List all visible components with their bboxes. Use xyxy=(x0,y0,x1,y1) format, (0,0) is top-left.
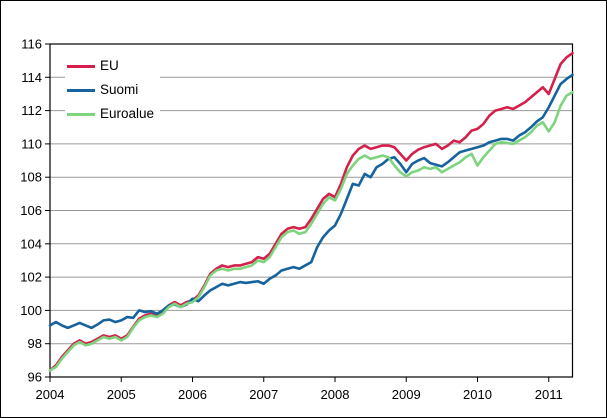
y-tick-label-110: 110 xyxy=(21,136,42,151)
y-tick-label-104: 104 xyxy=(20,236,42,251)
x-tick-label-2010: 2010 xyxy=(463,387,492,402)
y-tick-label-106: 106 xyxy=(20,203,42,218)
legend-label-eu: EU xyxy=(100,58,119,74)
y-tick-label-112: 112 xyxy=(21,103,42,118)
x-tick-label-2004: 2004 xyxy=(36,387,65,402)
y-tick-label-96: 96 xyxy=(28,370,42,385)
legend-item-eu: EU xyxy=(67,54,154,78)
x-tick-label-2006: 2006 xyxy=(178,387,207,402)
legend-line-swatch-suomi xyxy=(67,88,95,92)
series-line-suomi xyxy=(48,73,574,330)
y-tick-label-102: 102 xyxy=(20,270,42,285)
series-line-euroalue xyxy=(48,90,574,372)
y-tick-label-116: 116 xyxy=(21,37,42,52)
x-tick-label-2008: 2008 xyxy=(321,387,350,402)
legend-line-swatch-eu xyxy=(67,64,95,68)
legend-label-suomi: Suomi xyxy=(100,82,139,98)
legend-item-suomi: Suomi xyxy=(67,78,154,102)
legend-item-euroalue: Euroalue xyxy=(67,102,154,126)
x-tick-label-2011: 2011 xyxy=(535,387,563,402)
x-tick-label-2005: 2005 xyxy=(107,387,136,402)
legend-line-swatch-euroalue xyxy=(67,112,95,116)
x-tick-label-2007: 2007 xyxy=(249,387,278,402)
x-tick-label-2009: 2009 xyxy=(392,387,421,402)
y-tick-label-100: 100 xyxy=(20,303,42,318)
y-tick-label-114: 114 xyxy=(21,70,42,85)
y-tick-label-98: 98 xyxy=(28,336,42,351)
chart-legend: EU Suomi Euroalue xyxy=(65,52,161,128)
y-tick-label-108: 108 xyxy=(20,170,42,185)
legend-label-euroalue: Euroalue xyxy=(100,106,155,122)
